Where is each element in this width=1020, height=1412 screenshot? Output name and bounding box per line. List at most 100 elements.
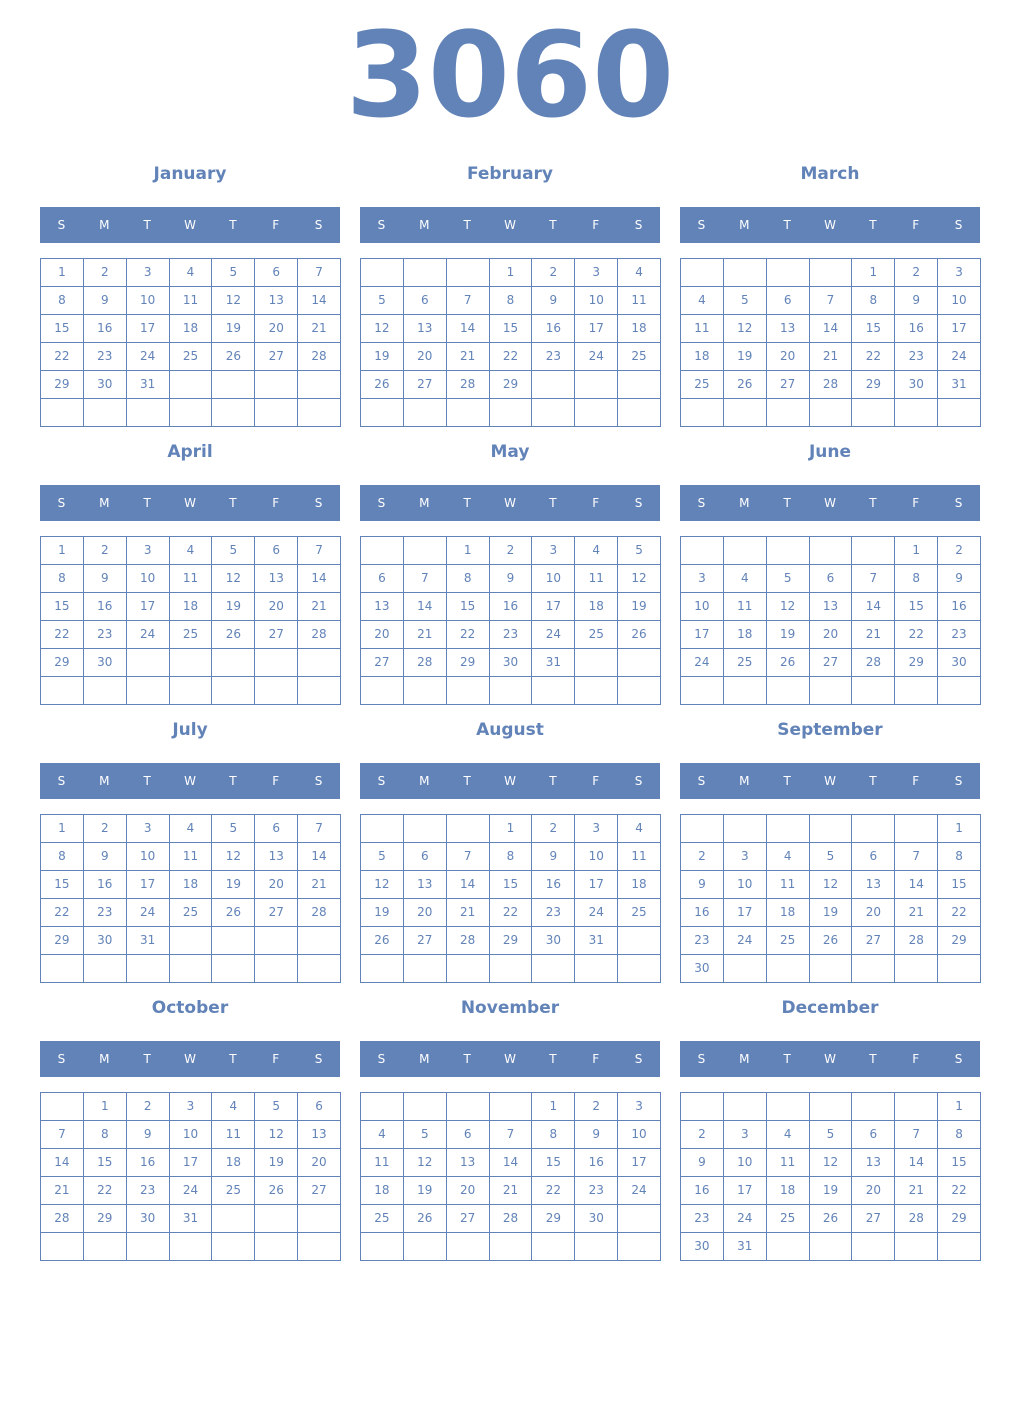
day-cell[interactable]: 11 xyxy=(169,287,213,315)
day-cell[interactable]: 13 xyxy=(446,1149,490,1177)
day-cell[interactable]: 23 xyxy=(681,1205,724,1233)
day-cell[interactable]: 24 xyxy=(618,1177,661,1205)
day-cell[interactable]: 19 xyxy=(618,593,661,621)
day-cell[interactable]: 16 xyxy=(126,1149,170,1177)
day-cell[interactable]: 8 xyxy=(41,287,84,315)
day-cell[interactable]: 21 xyxy=(895,1177,939,1205)
day-cell[interactable]: 22 xyxy=(83,1177,127,1205)
day-cell[interactable]: 19 xyxy=(361,343,404,371)
day-cell[interactable]: 6 xyxy=(446,1121,490,1149)
day-cell[interactable]: 5 xyxy=(212,815,256,843)
day-cell[interactable]: 4 xyxy=(681,287,724,315)
day-cell[interactable]: 20 xyxy=(446,1177,490,1205)
day-cell[interactable]: 24 xyxy=(126,899,170,927)
day-cell[interactable]: 18 xyxy=(212,1149,256,1177)
day-cell[interactable]: 21 xyxy=(895,899,939,927)
day-cell[interactable]: 26 xyxy=(212,621,256,649)
day-cell[interactable]: 18 xyxy=(618,315,661,343)
day-cell[interactable]: 17 xyxy=(169,1149,213,1177)
day-cell[interactable]: 19 xyxy=(809,1177,853,1205)
day-cell[interactable]: 27 xyxy=(446,1205,490,1233)
day-cell[interactable]: 6 xyxy=(298,1093,341,1121)
day-cell[interactable]: 10 xyxy=(938,287,981,315)
day-cell[interactable]: 13 xyxy=(766,315,810,343)
day-cell[interactable]: 26 xyxy=(361,371,404,399)
day-cell[interactable]: 27 xyxy=(766,371,810,399)
day-cell[interactable]: 28 xyxy=(403,649,447,677)
day-cell[interactable]: 25 xyxy=(723,649,767,677)
day-cell[interactable]: 1 xyxy=(446,537,490,565)
day-cell[interactable]: 2 xyxy=(681,1121,724,1149)
day-cell[interactable]: 18 xyxy=(169,593,213,621)
day-cell[interactable]: 14 xyxy=(446,871,490,899)
day-cell[interactable]: 29 xyxy=(83,1205,127,1233)
day-cell[interactable]: 29 xyxy=(41,371,84,399)
day-cell[interactable]: 12 xyxy=(809,1149,853,1177)
day-cell[interactable]: 1 xyxy=(489,815,533,843)
day-cell[interactable]: 19 xyxy=(212,315,256,343)
day-cell[interactable]: 9 xyxy=(532,843,576,871)
day-cell[interactable]: 5 xyxy=(809,843,853,871)
day-cell[interactable]: 12 xyxy=(809,871,853,899)
day-cell[interactable]: 20 xyxy=(766,343,810,371)
day-cell[interactable]: 16 xyxy=(532,315,576,343)
day-cell[interactable]: 13 xyxy=(255,287,299,315)
day-cell[interactable]: 7 xyxy=(809,287,853,315)
day-cell[interactable]: 14 xyxy=(895,1149,939,1177)
day-cell[interactable]: 25 xyxy=(766,1205,810,1233)
day-cell[interactable]: 16 xyxy=(83,593,127,621)
day-cell[interactable]: 7 xyxy=(852,565,896,593)
day-cell[interactable]: 17 xyxy=(723,899,767,927)
day-cell[interactable]: 9 xyxy=(83,843,127,871)
day-cell[interactable]: 13 xyxy=(255,843,299,871)
day-cell[interactable]: 16 xyxy=(681,899,724,927)
day-cell[interactable]: 11 xyxy=(361,1149,404,1177)
day-cell[interactable]: 20 xyxy=(255,871,299,899)
day-cell[interactable]: 24 xyxy=(575,899,619,927)
day-cell[interactable]: 18 xyxy=(766,1177,810,1205)
day-cell[interactable]: 9 xyxy=(83,287,127,315)
day-cell[interactable]: 3 xyxy=(126,815,170,843)
day-cell[interactable]: 28 xyxy=(895,1205,939,1233)
day-cell[interactable]: 3 xyxy=(126,537,170,565)
day-cell[interactable]: 19 xyxy=(255,1149,299,1177)
day-cell[interactable]: 15 xyxy=(41,871,84,899)
day-cell[interactable]: 8 xyxy=(41,565,84,593)
day-cell[interactable]: 23 xyxy=(575,1177,619,1205)
day-cell[interactable]: 9 xyxy=(895,287,939,315)
day-cell[interactable]: 19 xyxy=(212,593,256,621)
day-cell[interactable]: 29 xyxy=(532,1205,576,1233)
day-cell[interactable]: 8 xyxy=(895,565,939,593)
day-cell[interactable]: 27 xyxy=(255,899,299,927)
day-cell[interactable]: 28 xyxy=(895,927,939,955)
day-cell[interactable]: 7 xyxy=(446,287,490,315)
day-cell[interactable]: 20 xyxy=(852,1177,896,1205)
day-cell[interactable]: 22 xyxy=(895,621,939,649)
day-cell[interactable]: 24 xyxy=(938,343,981,371)
day-cell[interactable]: 10 xyxy=(126,565,170,593)
day-cell[interactable]: 13 xyxy=(255,565,299,593)
day-cell[interactable]: 17 xyxy=(532,593,576,621)
day-cell[interactable]: 16 xyxy=(938,593,981,621)
day-cell[interactable]: 6 xyxy=(361,565,404,593)
day-cell[interactable]: 3 xyxy=(575,259,619,287)
day-cell[interactable]: 10 xyxy=(169,1121,213,1149)
day-cell[interactable]: 21 xyxy=(852,621,896,649)
day-cell[interactable]: 6 xyxy=(255,259,299,287)
day-cell[interactable]: 27 xyxy=(298,1177,341,1205)
day-cell[interactable]: 1 xyxy=(852,259,896,287)
day-cell[interactable]: 9 xyxy=(489,565,533,593)
day-cell[interactable]: 12 xyxy=(212,287,256,315)
day-cell[interactable]: 16 xyxy=(83,871,127,899)
day-cell[interactable]: 10 xyxy=(126,287,170,315)
day-cell[interactable]: 12 xyxy=(212,565,256,593)
day-cell[interactable]: 23 xyxy=(83,621,127,649)
day-cell[interactable]: 28 xyxy=(809,371,853,399)
day-cell[interactable]: 23 xyxy=(489,621,533,649)
day-cell[interactable]: 15 xyxy=(83,1149,127,1177)
day-cell[interactable]: 25 xyxy=(681,371,724,399)
day-cell[interactable]: 7 xyxy=(403,565,447,593)
day-cell[interactable]: 1 xyxy=(41,537,84,565)
day-cell[interactable]: 27 xyxy=(852,1205,896,1233)
day-cell[interactable]: 19 xyxy=(403,1177,447,1205)
